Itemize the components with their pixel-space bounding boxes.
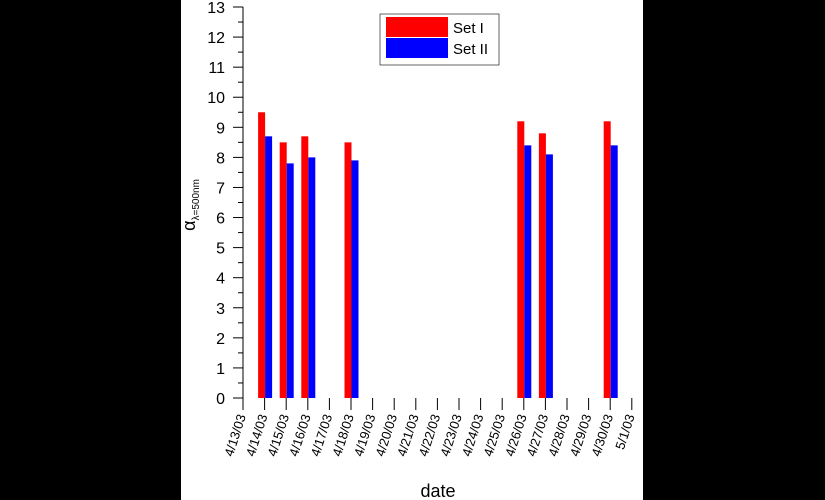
- bar-set-i: [517, 121, 525, 399]
- y-tick-label: 12: [207, 30, 225, 47]
- y-tick-label: 2: [216, 331, 225, 348]
- bar-set-ii: [265, 136, 273, 399]
- y-tick-label: 6: [216, 211, 225, 228]
- chart-panel: 0 1 2 3 4 5 6 7 8 9 10 11 12 13 4/13/03 4/14/03 4/15/03 4…: [181, 0, 643, 500]
- bar-set-i: [301, 136, 309, 399]
- y-tick-label: 1: [216, 361, 225, 378]
- x-axis-title: date: [420, 481, 455, 500]
- y-axis-title-symbol: α: [181, 221, 199, 231]
- x-tick-label: 5/1/03: [612, 412, 637, 451]
- y-tick-label: 11: [208, 60, 225, 77]
- y-tick-label: 13: [207, 0, 225, 17]
- legend-swatch-set-ii: [386, 38, 448, 58]
- y-tick-label: 4: [216, 271, 225, 288]
- bar-set-ii: [545, 154, 553, 398]
- bar-set-i: [344, 142, 352, 398]
- y-tick-label: 0: [216, 391, 225, 408]
- y-tick-label: 7: [216, 180, 225, 197]
- legend-swatch-set-i: [386, 17, 448, 37]
- y-tick-label: 8: [216, 150, 225, 167]
- bar-set-ii: [351, 160, 359, 398]
- bar-set-i: [279, 142, 287, 398]
- bar-set-i: [538, 133, 546, 399]
- bar-set-i: [258, 112, 266, 399]
- y-axis-title: αλ=500nm: [181, 179, 202, 231]
- bar-set-ii: [610, 145, 618, 398]
- legend: Set I Set II: [379, 13, 500, 66]
- legend-label-set-ii: Set II: [453, 41, 488, 58]
- y-tick-label: 5: [216, 241, 225, 258]
- y-tick-label: 10: [207, 90, 225, 107]
- y-tick-label: 9: [216, 120, 225, 137]
- bar-set-ii: [286, 163, 294, 398]
- bar-chart: 0123456789101112134/13/034/14/034/15/034…: [181, 0, 638, 500]
- bar-set-ii: [524, 145, 532, 398]
- y-axis-title-subscript: λ=500nm: [191, 179, 202, 220]
- legend-label-set-i: Set I: [453, 20, 484, 37]
- bar-set-i: [603, 121, 611, 399]
- y-tick-label: 3: [216, 301, 225, 318]
- bar-set-ii: [308, 157, 316, 398]
